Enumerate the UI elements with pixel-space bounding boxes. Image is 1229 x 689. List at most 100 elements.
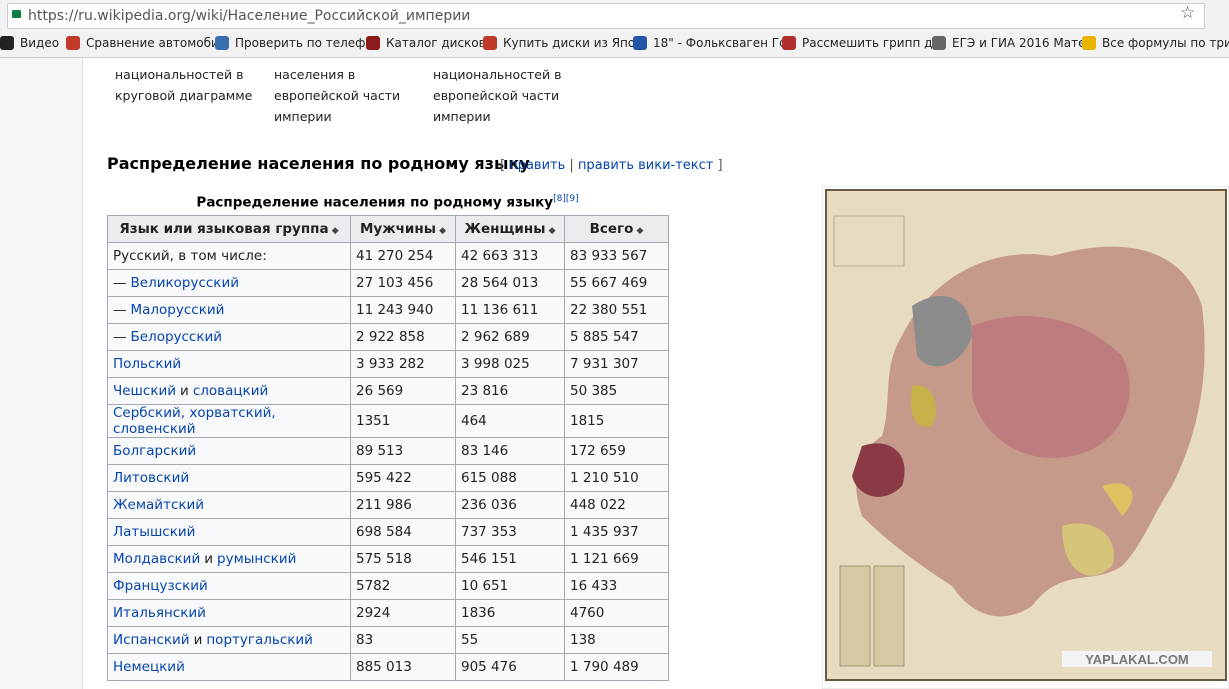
table-row: Молдавский и румынский 575 518 546 151 1 121 … — [107, 545, 669, 573]
language-link[interactable]: Литовский — [113, 470, 190, 486]
language-cell: — Великорусский — [107, 269, 351, 297]
language-cell: Русский, в том числе: — [107, 242, 351, 270]
table-row: Сербский, хорватский, словенский 1351 464 1… — [107, 404, 669, 438]
table-row: Польский 3 933 282 3 998 025 7 931 307 — [107, 350, 669, 378]
bookmark[interactable]: ЕГЭ и ГИА 2016 Мате — [932, 36, 1085, 50]
language-text: — — [113, 302, 127, 318]
language-link[interactable]: словацкий — [192, 383, 269, 399]
women-cell: 464 — [455, 404, 565, 438]
women-cell: 10 651 — [455, 572, 565, 600]
women-cell: 42 663 313 — [455, 242, 565, 270]
language-link[interactable]: Чешский — [113, 383, 177, 399]
language-link[interactable]: Малорусский — [130, 302, 225, 318]
men-cell: 3 933 282 — [350, 350, 456, 378]
bookmark-icon — [1082, 36, 1096, 50]
language-link[interactable]: Жемайтский — [113, 497, 205, 513]
bookmark-label: Сравнение автомоби — [86, 36, 219, 50]
language-link[interactable]: Сербский, хорватский, словенский — [113, 405, 276, 437]
language-link[interactable]: португальский — [206, 632, 313, 648]
bookmark[interactable]: Видео — [0, 36, 59, 50]
bookmark-star[interactable]: ☆ — [1180, 3, 1196, 23]
language-cell: Сербский, хорватский, словенский — [107, 404, 351, 438]
column-header[interactable]: Язык или языковая группа — [107, 215, 351, 243]
language-link[interactable]: Польский — [113, 356, 182, 372]
total-cell: 55 667 469 — [564, 269, 669, 297]
caption-text: Распределение населения по родному языку — [196, 194, 554, 211]
language-link[interactable]: Белорусский — [130, 329, 223, 345]
bookmark-label: ЕГЭ и ГИА 2016 Мате — [952, 36, 1086, 50]
total-cell: 138 — [564, 626, 669, 654]
language-cell: Литовский — [107, 464, 351, 492]
bookmark[interactable]: Все формулы по три — [1082, 36, 1229, 50]
ref[interactable]: [8] — [553, 194, 566, 204]
lock-icon — [12, 10, 21, 18]
language-cell: Болгарский — [107, 437, 351, 465]
men-cell: 89 513 — [350, 437, 456, 465]
language-link[interactable]: Итальянский — [113, 605, 206, 621]
bookmark[interactable]: Каталог дисков — [366, 36, 486, 50]
bookmark[interactable]: Сравнение автомоби — [66, 36, 219, 50]
language-cell: Итальянский — [107, 599, 351, 627]
women-cell: 615 088 — [455, 464, 565, 492]
edit-link[interactable]: править — [509, 158, 566, 173]
language-link[interactable]: Молдавский — [113, 551, 201, 567]
total-cell: 1 121 669 — [564, 545, 669, 573]
column-header[interactable]: Всего — [564, 215, 669, 243]
men-cell: 575 518 — [350, 545, 456, 573]
language-text: и — [180, 383, 189, 399]
language-link[interactable]: Испанский — [113, 632, 190, 648]
bookmark-label: Рассмешить грипп до — [802, 36, 940, 50]
table-row: — Белорусский 2 922 858 2 962 689 5 885 547 — [107, 323, 669, 351]
language-link[interactable]: Великорусский — [130, 275, 240, 291]
language-link[interactable]: Немецкий — [113, 659, 185, 675]
gallery-caption: населения в европейской части империи — [274, 64, 400, 127]
language-text: и — [193, 632, 203, 648]
bookmark-label: Все формулы по три — [1102, 36, 1229, 50]
table-row: Литовский 595 422 615 088 1 210 510 — [107, 464, 669, 492]
language-link[interactable]: Латышский — [113, 524, 196, 540]
column-header[interactable]: Женщины — [455, 215, 565, 243]
bookmark-label: 18" - Фольксваген Го — [653, 36, 787, 50]
ref[interactable]: [9] — [565, 194, 579, 204]
gallery-caption: национальностей в европейской части импери… — [433, 64, 561, 127]
language-cell: Жемайтский — [107, 491, 351, 519]
total-cell: 1 790 489 — [564, 653, 669, 681]
men-cell: 11 243 940 — [350, 296, 456, 324]
table-row: — Малорусский 11 243 940 11 136 611 22 380 5… — [107, 296, 669, 324]
caption-line: империи — [433, 109, 491, 124]
women-cell: 1836 — [455, 599, 565, 627]
total-cell: 7 931 307 — [564, 350, 669, 378]
total-cell: 22 380 551 — [564, 296, 669, 324]
caption-line: национальностей в — [115, 67, 244, 82]
language-cell: Французский — [107, 572, 351, 600]
language-link[interactable]: румынский — [217, 551, 297, 567]
column-header[interactable]: Мужчины — [350, 215, 456, 243]
bookmark-label: Видео — [20, 36, 60, 50]
men-cell: 41 270 254 — [350, 242, 456, 270]
language-cell: Испанский и португальский — [107, 626, 351, 654]
women-cell: 11 136 611 — [455, 296, 565, 324]
table-row: Чешский и словацкий 26 569 23 816 50 385 — [107, 377, 669, 405]
men-cell: 698 584 — [350, 518, 456, 546]
language-link[interactable]: Болгарский — [113, 443, 197, 459]
address-bar[interactable]: https://ru.wikipedia.org/wiki/Население_… — [7, 3, 1205, 29]
table-row: Испанский и португальский 83 55 138 — [107, 626, 669, 654]
table-row: Немецкий 885 013 905 476 1 790 489 — [107, 653, 669, 681]
bookmark[interactable]: Проверить по телеф — [215, 36, 365, 50]
bookmark-icon — [366, 36, 380, 50]
language-link[interactable]: Французский — [113, 578, 208, 594]
language-cell: Чешский и словацкий — [107, 377, 351, 405]
women-cell: 55 — [455, 626, 565, 654]
language-cell: Польский — [107, 350, 351, 378]
total-cell: 1815 — [564, 404, 669, 438]
bookmark[interactable]: 18" - Фольксваген Го — [633, 36, 786, 50]
language-text: Русский, в том числе: — [113, 248, 267, 264]
bookmark[interactable]: Рассмешить грипп до — [782, 36, 940, 50]
language-text: — — [113, 329, 127, 345]
table-row: — Великорусский 27 103 456 28 564 013 55 667… — [107, 269, 669, 297]
total-cell: 1 435 937 — [564, 518, 669, 546]
bookmark[interactable]: Купить диски из Япо — [483, 36, 635, 50]
edit-source-link[interactable]: править вики-текст — [577, 158, 714, 173]
table-row: Итальянский 2924 1836 4760 — [107, 599, 669, 627]
total-cell: 50 385 — [564, 377, 669, 405]
